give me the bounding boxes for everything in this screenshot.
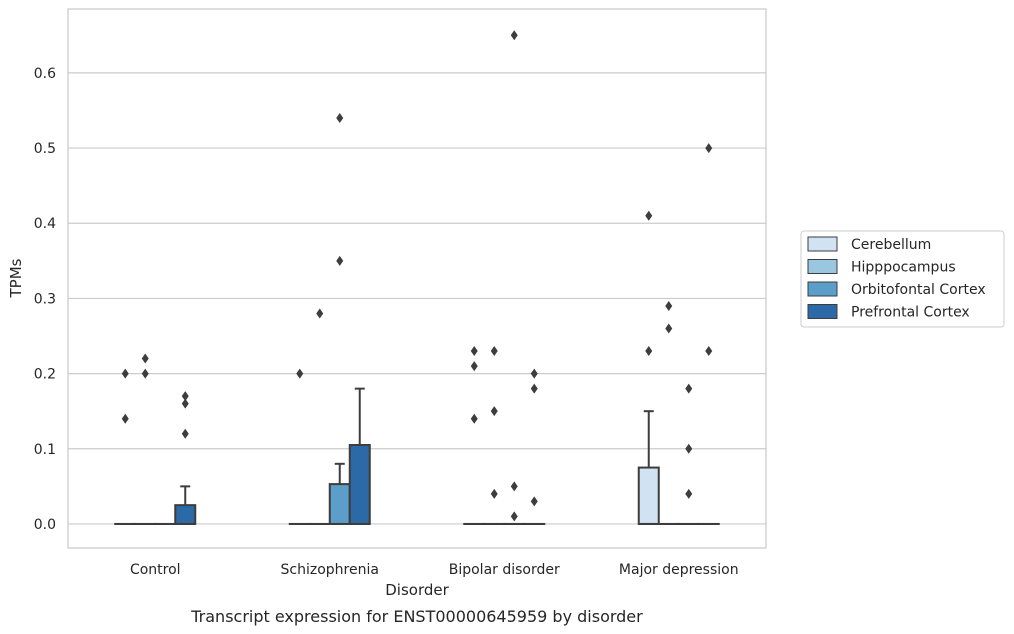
outlier-point bbox=[490, 406, 498, 417]
outlier-point bbox=[705, 346, 713, 357]
outlier-point bbox=[510, 481, 518, 492]
outlier-point bbox=[490, 488, 498, 499]
outlier-point bbox=[141, 353, 149, 364]
y-tick-label: 0.1 bbox=[34, 442, 56, 458]
outlier-point bbox=[490, 346, 498, 357]
x-tick-label: Schizophrenia bbox=[281, 562, 379, 578]
legend-swatch bbox=[807, 281, 838, 297]
outlier-point bbox=[181, 391, 189, 402]
box-body bbox=[174, 504, 197, 525]
outlier-point bbox=[530, 496, 538, 507]
outlier-point bbox=[530, 383, 538, 394]
x-tick-label: Bipolar disorder bbox=[449, 562, 560, 578]
outlier-point bbox=[470, 361, 478, 372]
box-body bbox=[348, 444, 371, 525]
outlier-point bbox=[685, 488, 693, 499]
legend: Cerebellum Hipppocampus Orbitofontal Corte… bbox=[800, 230, 1005, 328]
y-tick-labels: 0.0 0.1 0.2 0.3 0.4 0.5 0.6 bbox=[34, 66, 56, 533]
box-cerebellum bbox=[637, 210, 660, 525]
outlier-point bbox=[510, 30, 518, 41]
outlier-point bbox=[316, 308, 324, 319]
y-tick-label: 0.0 bbox=[34, 517, 56, 533]
y-tick-label: 0.6 bbox=[34, 66, 56, 82]
box-cerebellum bbox=[114, 368, 137, 525]
outlier-point bbox=[530, 368, 538, 379]
y-tick-label: 0.4 bbox=[34, 216, 56, 232]
box-body bbox=[328, 483, 351, 525]
y-tick-label: 0.3 bbox=[34, 291, 56, 307]
box-orbitofontal-cortex bbox=[677, 383, 700, 525]
box-prefrontal-cortex bbox=[523, 368, 546, 525]
gridlines bbox=[68, 72, 766, 525]
x-tick-label: Major depression bbox=[619, 562, 739, 578]
outlier-point bbox=[181, 398, 189, 409]
chart-caption: Transcript expression for ENST0000064595… bbox=[190, 607, 643, 626]
outlier-point bbox=[665, 300, 673, 311]
outlier-point bbox=[336, 255, 344, 266]
box-hipppocampus bbox=[134, 353, 157, 525]
box-hipppocampus bbox=[308, 308, 331, 525]
legend-label: Cerebellum bbox=[851, 237, 931, 253]
box-cerebellum bbox=[463, 346, 486, 525]
outlier-point bbox=[336, 113, 344, 124]
y-tick-label: 0.2 bbox=[34, 367, 56, 383]
x-axis-label: Disorder bbox=[385, 581, 449, 599]
box-body bbox=[637, 466, 660, 525]
box-prefrontal-cortex bbox=[174, 391, 197, 525]
outlier-point bbox=[141, 368, 149, 379]
legend-label: Hipppocampus bbox=[851, 260, 956, 276]
box-cerebellum bbox=[288, 368, 311, 525]
x-tick-label: Control bbox=[130, 562, 181, 578]
box-orbitofontal-cortex bbox=[328, 113, 351, 525]
box-hipppocampus bbox=[657, 300, 680, 525]
y-tick-label: 0.5 bbox=[34, 141, 56, 157]
box-plots bbox=[114, 30, 720, 525]
legend-label: Orbitofontal Cortex bbox=[851, 282, 986, 298]
outlier-point bbox=[645, 210, 653, 221]
outlier-point bbox=[121, 368, 129, 379]
x-tick-labels: Control Schizophrenia Bipolar disorder Majo… bbox=[130, 562, 739, 578]
outlier-point bbox=[181, 428, 189, 439]
box-hipppocampus bbox=[483, 346, 506, 525]
outlier-point bbox=[705, 143, 713, 154]
outlier-point bbox=[121, 413, 129, 424]
legend-swatch bbox=[807, 259, 838, 274]
outlier-point bbox=[296, 368, 304, 379]
outlier-point bbox=[645, 346, 653, 357]
box-orbitofontal-cortex bbox=[503, 30, 526, 525]
box-prefrontal-cortex bbox=[697, 143, 720, 525]
y-axis-label: TPMs bbox=[7, 258, 25, 298]
outlier-point bbox=[665, 323, 673, 334]
legend-swatch bbox=[807, 304, 838, 319]
legend-box bbox=[800, 230, 1005, 328]
box-prefrontal-cortex bbox=[348, 387, 371, 525]
legend-label: Prefrontal Cortex bbox=[851, 305, 970, 321]
outlier-point bbox=[685, 443, 693, 454]
outlier-point bbox=[685, 383, 693, 394]
legend-swatch bbox=[807, 236, 838, 252]
outlier-point bbox=[510, 511, 518, 522]
outlier-point bbox=[470, 413, 478, 424]
plot-frame bbox=[67, 8, 767, 549]
outlier-point bbox=[470, 346, 478, 357]
